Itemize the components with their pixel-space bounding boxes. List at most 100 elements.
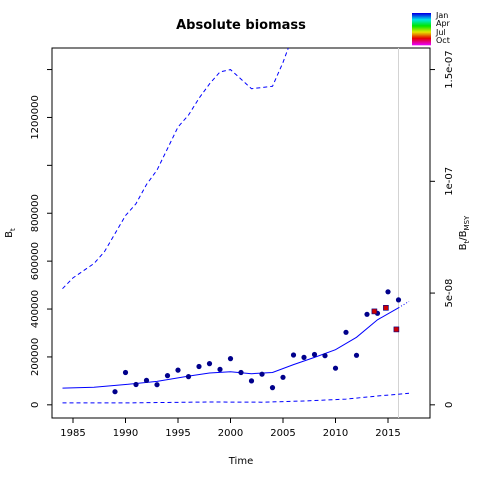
fit-extension-line <box>398 300 410 309</box>
y-axis: 0 200000 400000 600000 800000 1200000 <box>30 69 52 408</box>
legend-swatch <box>412 33 431 35</box>
recent-observation-point <box>371 308 378 315</box>
legend-swatch <box>412 30 431 32</box>
legend-swatch <box>412 31 431 33</box>
secondary-y-axis-title-slash: /B <box>458 230 469 240</box>
y-tick-label: 400000 <box>30 290 41 328</box>
observation-point <box>122 369 129 376</box>
legend-swatch <box>412 38 431 40</box>
y2-tick-label: 5e-08 <box>444 279 455 308</box>
observation-point <box>217 366 223 372</box>
legend-swatch <box>412 36 431 38</box>
y-axis-title: Bt <box>4 228 17 238</box>
y2-tick-label: 0 <box>444 402 455 408</box>
season-color-legend: Jan Apr Jul Oct <box>412 11 451 46</box>
legend-swatch <box>412 18 431 20</box>
legend-swatch <box>412 22 431 24</box>
x-tick-label: 2015 <box>375 428 400 439</box>
legend-label-oct: Oct <box>436 36 450 45</box>
legend-swatch <box>412 20 431 22</box>
secondary-y-axis-title: Bt/BMSY <box>458 215 471 250</box>
x-tick-label: 2000 <box>218 428 243 439</box>
chart-title: Absolute biomass <box>176 18 306 33</box>
x-axis-title: Time <box>228 456 253 467</box>
x-tick-label: 1990 <box>113 428 138 439</box>
confidence-band-layer <box>62 47 410 404</box>
legend-swatch <box>412 13 431 15</box>
observation-point <box>364 311 370 317</box>
legend-swatch <box>412 44 431 46</box>
secondary-y-axis-title-main: B <box>458 243 469 250</box>
upper-ci-line <box>62 47 289 290</box>
legend-swatch <box>412 16 431 18</box>
observation-point <box>280 374 286 380</box>
x-tick-label: 2010 <box>323 428 348 439</box>
observation-points-layer <box>112 289 402 395</box>
legend-swatch <box>412 14 431 16</box>
y2-tick-label: 1e-07 <box>444 167 455 196</box>
observation-point <box>322 353 328 359</box>
y-axis-title-main: B <box>4 231 15 238</box>
y-tick-label: 1200000 <box>30 95 41 140</box>
legend-swatch <box>412 24 431 26</box>
observation-point <box>164 373 171 379</box>
legend-swatch <box>412 29 431 31</box>
legend-swatch <box>412 37 431 39</box>
observation-point <box>196 363 202 370</box>
plot-frame <box>51 47 431 419</box>
observation-point <box>311 351 318 358</box>
legend-swatch <box>412 15 431 17</box>
legend-swatch <box>412 32 431 34</box>
legend-swatch <box>412 42 431 44</box>
observation-point <box>332 365 339 371</box>
observation-point <box>343 329 349 335</box>
x-axis: 1985 1990 1995 2000 2005 2010 2015 <box>60 418 401 439</box>
y-tick-label: 600000 <box>30 242 41 280</box>
observation-point <box>395 297 402 303</box>
fit-line-layer <box>62 300 410 389</box>
observation-point <box>185 374 192 380</box>
legend-swatch <box>412 35 431 37</box>
legend-swatch <box>412 40 431 42</box>
legend-label-jan: Jan <box>435 11 448 20</box>
observation-point <box>248 378 255 384</box>
observation-point <box>112 389 118 395</box>
observation-point <box>154 382 160 388</box>
observation-point <box>259 371 265 377</box>
legend-swatch <box>412 34 431 36</box>
legend-swatches <box>412 13 431 46</box>
observation-point <box>238 369 244 376</box>
secondary-y-axis: 0 5e-08 1e-07 1.5e-07 <box>430 50 455 408</box>
lower-ci-line <box>62 392 410 404</box>
recent-observation-point <box>393 326 400 333</box>
observation-point <box>206 361 213 367</box>
legend-swatch <box>412 39 431 41</box>
observation-point <box>353 352 360 358</box>
observation-point <box>175 367 181 373</box>
legend-swatch <box>412 19 431 21</box>
observation-point <box>227 356 234 362</box>
x-tick-label: 2005 <box>270 428 295 439</box>
legend-swatch <box>412 27 431 29</box>
legend-swatch <box>412 17 431 19</box>
legend-swatch <box>412 41 431 43</box>
observation-point <box>301 354 307 360</box>
legend-label-jul: Jul <box>435 28 446 37</box>
observation-point <box>133 381 139 388</box>
recent-observation-point <box>383 304 389 311</box>
legend-swatch <box>412 21 431 23</box>
y2-tick-label: 1.5e-07 <box>444 50 455 88</box>
y-axis-title-sub: t <box>9 228 17 231</box>
fit-line <box>62 307 399 389</box>
secondary-y-axis-title-sub2: MSY <box>463 215 471 230</box>
x-tick-label: 1985 <box>60 428 85 439</box>
y-tick-label: 0 <box>30 402 41 408</box>
y-tick-label: 200000 <box>30 338 41 376</box>
legend-swatch <box>412 25 431 27</box>
x-tick-label: 1995 <box>165 428 190 439</box>
legend-label-apr: Apr <box>436 19 451 28</box>
legend-swatch <box>412 23 431 25</box>
legend-swatch <box>412 26 431 28</box>
observation-point <box>290 352 297 358</box>
